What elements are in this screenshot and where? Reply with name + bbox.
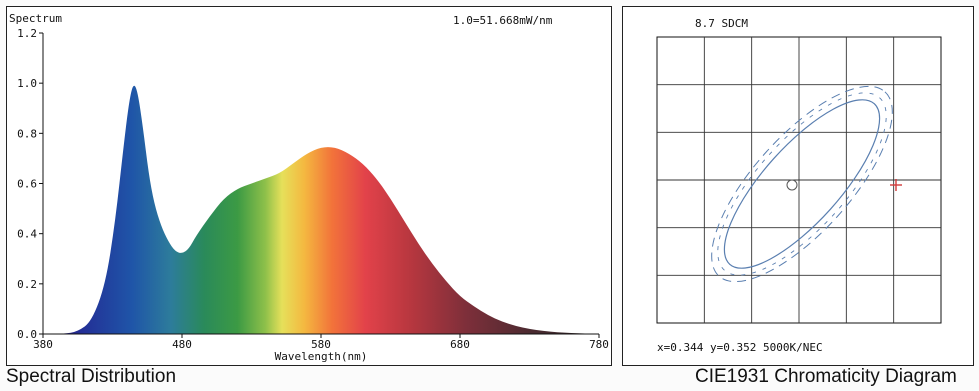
y-tick-label: 0.2 [17, 278, 37, 291]
sdcm-ellipse-mid [717, 92, 887, 276]
cie-title: 8.7 SDCM [695, 17, 748, 30]
sdcm-ellipse-outer [711, 85, 893, 283]
spectrum-annotation: 1.0=51.668mW/nm [453, 14, 553, 27]
cie-readout: x=0.344 y=0.352 5000K/NEC [657, 341, 823, 354]
y-tick-label: 0.8 [17, 127, 37, 140]
spectral-distribution-caption: Spectral Distribution [6, 366, 177, 387]
sdcm-ellipse-inner [723, 99, 881, 269]
measured-point-marker [786, 179, 798, 191]
x-tick-label: 580 [311, 338, 331, 351]
spectrum-panel: Spectrum 1.0=51.668mW/nm 0.0 0.2 0.4 0.6 0.8… [6, 6, 612, 366]
x-tick-label: 780 [589, 338, 609, 351]
spectrum-chart: Spectrum 1.0=51.668mW/nm 0.0 0.2 0.4 0.6 0.8… [9, 12, 609, 363]
cie-panel: 8.7 SDCM x=0.344 y=0.352 5000K/NEC [622, 6, 974, 366]
spectrum-area [43, 85, 599, 334]
y-tick-label: 0.0 [17, 328, 37, 341]
x-tick-label: 680 [450, 338, 470, 351]
cie-chart: 8.7 SDCM x=0.344 y=0.352 5000K/NEC [656, 17, 942, 354]
spectrum-title: Spectrum [9, 12, 62, 25]
y-tick-label: 0.6 [17, 178, 37, 191]
y-tick-label: 1.2 [17, 27, 37, 40]
x-tick-label: 480 [172, 338, 192, 351]
y-tick-label: 1.0 [17, 77, 37, 90]
spectrum-xlabel: Wavelength(nm) [275, 350, 368, 363]
cie-chromaticity-caption: CIE1931 Chromaticity Diagram [695, 366, 957, 387]
x-tick-label: 380 [33, 338, 53, 351]
y-tick-label: 0.4 [17, 228, 37, 241]
